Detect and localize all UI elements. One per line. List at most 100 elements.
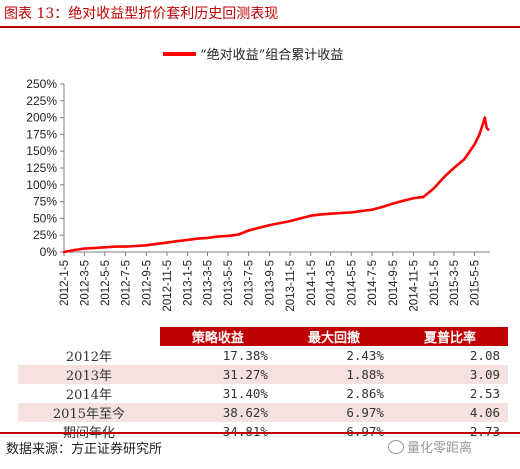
table-row: 2015年至今 38.62% 6.97% 4.06	[18, 403, 508, 422]
data-point	[257, 226, 261, 229]
row-drawdown: 2.86%	[346, 386, 384, 401]
x-tick-label: 2012-7-5	[120, 260, 132, 306]
data-point	[134, 244, 138, 248]
row-period: 2014年	[65, 388, 112, 403]
data-point	[247, 229, 250, 232]
performance-table: 策略收益 最大回撤 夏普比率 2012年 17.38% 2.43% 2.08 2…	[18, 327, 508, 441]
data-point	[329, 212, 332, 215]
data-point	[155, 242, 158, 246]
data-point	[216, 235, 220, 238]
chart-legend: “绝对收益”组合累计收益	[163, 47, 343, 63]
data-point	[268, 223, 271, 227]
x-tick-label: 2015-3-5	[449, 260, 461, 306]
row-drawdown: 1.88%	[275, 365, 392, 384]
data-point	[309, 214, 312, 217]
data-point	[360, 209, 363, 213]
x-tick-label: 2014-5-5	[346, 260, 358, 306]
data-point	[370, 208, 374, 211]
y-tick-label: 25%	[33, 228, 57, 242]
data-point	[432, 187, 436, 190]
data-point	[350, 211, 353, 214]
row-drawdown: 2.43%	[346, 348, 384, 363]
data-point	[124, 245, 127, 248]
y-tick-label: 0%	[40, 245, 58, 259]
y-tick-label: 200%	[26, 111, 57, 125]
y-axis-ticks: 0% 25% 50% 75% 100% 125% 150% 175% 200% 225% 250%	[26, 77, 64, 259]
y-tick-label: 150%	[26, 144, 57, 158]
title-rule	[0, 26, 520, 28]
row-sharpe: 3.09	[391, 365, 508, 384]
wechat-icon	[388, 440, 404, 454]
x-tick-label: 2013-7-5	[244, 260, 256, 306]
y-tick-label: 50%	[33, 211, 57, 225]
row-sharpe: 2.73	[392, 422, 508, 441]
table-header-row: 策略收益 最大回撤 夏普比率	[18, 327, 508, 346]
y-tick-label: 100%	[26, 178, 57, 192]
x-tick-label: 2014-3-5	[326, 260, 338, 306]
data-point	[320, 213, 323, 216]
row-sharpe: 2.08	[469, 348, 500, 363]
data-point	[485, 126, 488, 129]
row-period: 2015年至今	[18, 403, 160, 422]
y-tick-label: 225%	[26, 94, 57, 108]
data-point	[391, 202, 394, 205]
x-tick-label: 2015-5-5	[469, 260, 481, 306]
data-point	[73, 248, 76, 252]
watermark: 量化零距离	[388, 437, 472, 456]
data-point	[186, 238, 189, 242]
data-point	[145, 244, 148, 247]
row-drawdown: 6.97%	[275, 403, 392, 422]
x-tick-label: 2012-3-5	[79, 260, 91, 306]
chart-axes	[63, 84, 490, 253]
x-tick-label: 2013-9-5	[265, 260, 277, 306]
watermark-text: 量化零距离	[407, 441, 473, 456]
x-axis-ticks: 2012-1-5 2012-3-5 2012-5-5 2012-7-5 2012-9-5…	[59, 252, 481, 312]
y-tick-label: 75%	[33, 195, 57, 209]
x-tick-label: 2013-3-5	[202, 260, 214, 306]
data-point	[196, 237, 200, 240]
x-tick-label: 2013-11-5	[285, 260, 297, 312]
x-tick-label: 2015-1-5	[429, 260, 441, 306]
data-point	[175, 240, 179, 243]
row-return: 31.27%	[159, 365, 276, 384]
data-point	[412, 197, 415, 200]
table-header-blank	[18, 327, 160, 346]
row-return: 38.62%	[159, 403, 276, 422]
table-header-drawdown: 最大回撤	[275, 327, 392, 346]
table-row: 期间年化 34.81% 6.97% 2.73	[18, 422, 508, 441]
data-point	[165, 241, 169, 244]
row-drawdown: 6.97%	[276, 422, 392, 441]
row-return: 17.38%	[222, 348, 268, 363]
data-point	[452, 166, 456, 170]
data-point	[487, 128, 490, 131]
data-point	[93, 246, 96, 250]
chart-series	[62, 116, 490, 254]
row-period: 2013年	[18, 365, 160, 384]
data-point	[103, 246, 107, 249]
data-point	[339, 211, 343, 215]
x-tick-label: 2014-1-5	[306, 260, 318, 306]
data-point	[478, 133, 481, 136]
x-tick-label: 2012-5-5	[100, 260, 112, 306]
x-tick-label: 2014-11-5	[408, 260, 420, 312]
data-point	[62, 250, 66, 254]
data-point	[463, 158, 466, 161]
data-point	[473, 143, 476, 146]
data-point	[226, 234, 230, 238]
data-point	[299, 217, 302, 220]
x-tick-label: 2012-9-5	[141, 260, 153, 306]
table-header-sharpe: 夏普比率	[391, 327, 508, 346]
table-row: 2014年 31.40% 2.86% 2.53	[18, 384, 508, 403]
table-row: 2012年 17.38% 2.43% 2.08	[18, 346, 508, 365]
data-point	[401, 199, 405, 203]
y-tick-label: 125%	[26, 161, 57, 175]
x-tick-label: 2014-7-5	[367, 260, 379, 306]
figure-title: 图表 13：绝对收益型折价套利历史回测表现	[4, 6, 279, 22]
x-tick-label: 2012-1-5	[59, 260, 71, 306]
y-tick-label: 250%	[26, 77, 57, 91]
data-point	[422, 195, 425, 199]
table-row: 2013年 31.27% 1.88% 3.09	[18, 365, 508, 384]
series-line	[63, 116, 490, 254]
row-period: 2012年	[65, 350, 112, 365]
data-point	[83, 247, 86, 250]
